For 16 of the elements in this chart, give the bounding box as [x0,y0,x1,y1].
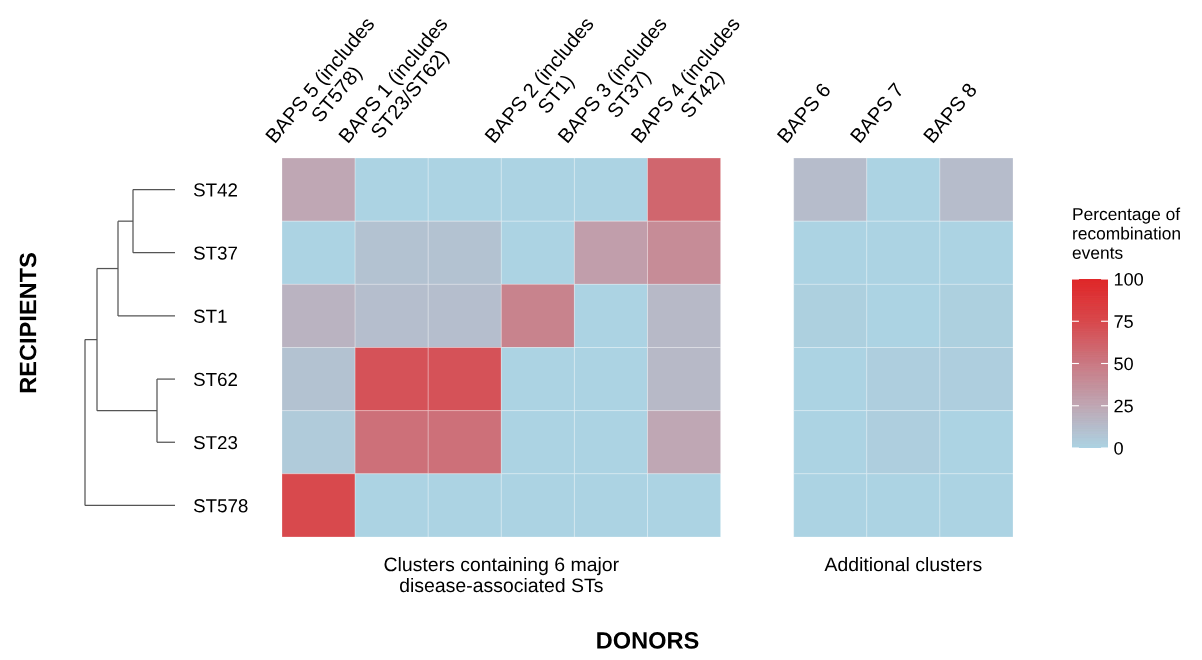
color-bar-label: 100 [1114,272,1143,286]
y-tick-label: ST42 [193,183,237,197]
y-tick-label: ST62 [193,372,237,387]
text: RECIPIENTS [19,253,37,393]
color-bar-label: 0 [1114,441,1123,455]
color-bar-label: 75 [1114,315,1133,328]
color-bar-label: 25 [1114,399,1133,413]
text: Additional clusters [824,557,982,572]
y-tick-label: ST23 [193,435,238,450]
color-bar-label: 50 [1114,357,1133,371]
y-tick-label: ST1 [193,309,227,323]
y-tick-label: ST578 [193,499,248,513]
y-tick-label: ST37 [193,246,237,260]
text: Clusters containing 6 major disease-associated STs [384,557,619,593]
color-bar-title: Percentage of recombination events [1072,207,1181,259]
x-axis-title: DONORS [597,632,699,649]
